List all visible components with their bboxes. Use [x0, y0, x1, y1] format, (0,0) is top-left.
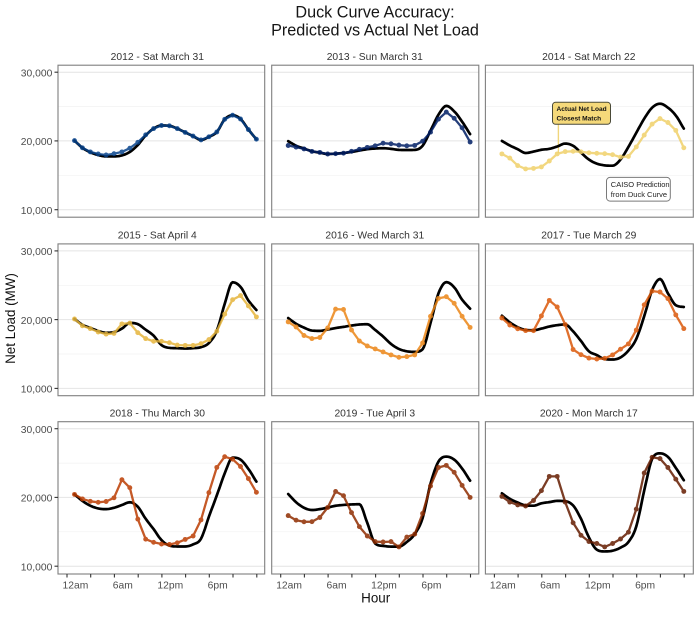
svg-text:6pm: 6pm	[421, 581, 441, 592]
svg-text:Predicted vs Actual Net Load: Predicted vs Actual Net Load	[271, 22, 479, 40]
svg-text:2016 - Wed March 31: 2016 - Wed March 31	[325, 231, 424, 242]
svg-text:30,000: 30,000	[21, 68, 53, 79]
svg-text:12pm: 12pm	[371, 581, 397, 592]
svg-text:2013 - Sun March 31: 2013 - Sun March 31	[327, 52, 423, 63]
svg-text:20,000: 20,000	[21, 137, 53, 148]
svg-text:10,000: 10,000	[21, 206, 53, 217]
svg-text:Actual Net Load: Actual Net Load	[557, 106, 607, 113]
svg-text:2014 - Sat March 22: 2014 - Sat March 22	[542, 52, 636, 63]
svg-text:2017 - Tue March 29: 2017 - Tue March 29	[541, 231, 636, 242]
svg-text:6pm: 6pm	[635, 581, 655, 592]
svg-text:Net Load (MW): Net Load (MW)	[3, 273, 18, 364]
svg-text:30,000: 30,000	[21, 425, 53, 436]
svg-text:2015 - Sat April 4: 2015 - Sat April 4	[118, 231, 197, 242]
svg-text:30,000: 30,000	[21, 247, 53, 258]
svg-text:10,000: 10,000	[21, 385, 53, 396]
svg-text:20,000: 20,000	[21, 494, 53, 505]
svg-text:6am: 6am	[540, 581, 560, 592]
svg-text:6am: 6am	[326, 581, 346, 592]
svg-text:from Duck Curve: from Duck Curve	[611, 190, 667, 199]
svg-text:Duck Curve Accuracy:: Duck Curve Accuracy:	[295, 4, 454, 22]
svg-text:12am: 12am	[276, 581, 302, 592]
svg-text:12pm: 12pm	[157, 581, 183, 592]
svg-text:10,000: 10,000	[21, 562, 53, 573]
svg-text:2012 - Sat March 31: 2012 - Sat March 31	[111, 52, 205, 63]
svg-text:6am: 6am	[113, 581, 133, 592]
svg-text:Closest Match: Closest Match	[557, 115, 602, 122]
svg-text:12am: 12am	[63, 581, 89, 592]
svg-text:12am: 12am	[490, 581, 516, 592]
svg-text:2020 - Mon March 17: 2020 - Mon March 17	[540, 408, 638, 419]
svg-text:12pm: 12pm	[585, 581, 611, 592]
svg-text:CAISO Prediction: CAISO Prediction	[611, 180, 670, 189]
svg-text:20,000: 20,000	[21, 316, 53, 327]
svg-text:2019 - Tue April 3: 2019 - Tue April 3	[334, 408, 415, 419]
svg-text:6pm: 6pm	[208, 581, 228, 592]
svg-text:Hour: Hour	[361, 590, 391, 605]
svg-text:2018 - Thu March 30: 2018 - Thu March 30	[110, 408, 206, 419]
